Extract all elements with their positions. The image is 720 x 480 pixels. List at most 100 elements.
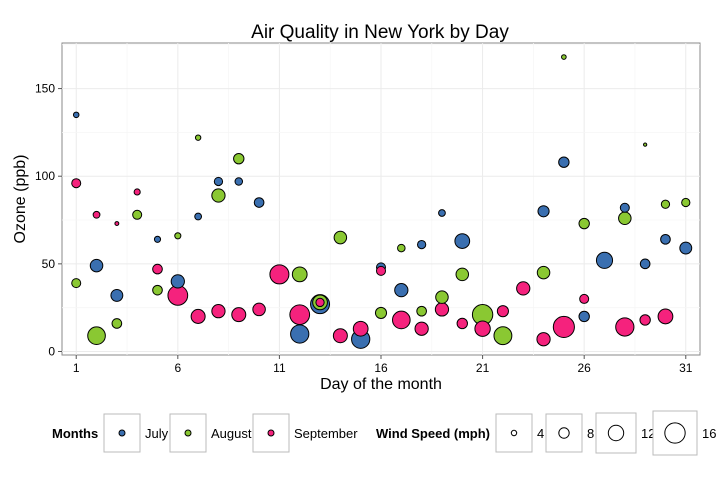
legend-label-wind-8: 8 — [587, 426, 594, 441]
legend-key-wind-12 — [607, 424, 625, 442]
data-point-august — [681, 197, 691, 208]
data-point-september — [92, 210, 101, 219]
data-point-august — [333, 230, 348, 245]
legend-label-wind-4: 4 — [537, 426, 544, 441]
data-point-august — [618, 211, 632, 226]
data-point-september — [252, 302, 266, 317]
data-point-august — [561, 54, 567, 60]
data-point-august — [455, 267, 470, 282]
data-point-september — [414, 321, 429, 336]
data-point-september — [211, 304, 226, 319]
data-point-august — [87, 326, 106, 346]
data-point-september — [536, 332, 551, 347]
legend-label-wind-16: 16 — [702, 426, 716, 441]
data-point-august — [435, 290, 449, 304]
legend-months-title: Months — [52, 426, 98, 441]
data-point-september — [657, 308, 674, 325]
data-point-july — [558, 156, 570, 168]
data-point-september — [269, 264, 290, 285]
data-point-august — [660, 199, 671, 209]
data-point-september — [71, 178, 82, 189]
data-point-august — [291, 266, 308, 283]
data-point-august — [152, 284, 163, 296]
data-point-july — [89, 258, 104, 273]
data-point-july — [170, 274, 185, 289]
data-points — [71, 54, 693, 349]
data-point-july — [290, 324, 310, 344]
data-point-september — [552, 315, 575, 339]
y-tick-label: 0 — [48, 344, 55, 358]
data-point-july — [578, 310, 590, 323]
data-point-august — [416, 305, 427, 317]
data-point-august — [111, 318, 123, 329]
data-point-august — [233, 152, 245, 165]
data-point-september — [639, 314, 651, 326]
legend-key-wind-16 — [664, 422, 686, 444]
legend-wind-items: 4 8 12 16 — [495, 410, 716, 456]
data-point-july — [537, 205, 550, 218]
data-point-september — [496, 305, 509, 318]
data-point-august — [374, 306, 388, 319]
data-point-september — [231, 307, 247, 323]
x-axis: 1 6 11 16 21 26 31 — [73, 355, 693, 375]
data-point-july — [194, 212, 203, 221]
chart-title: Air Quality in New York by Day — [251, 22, 509, 43]
x-tick-label: 21 — [476, 361, 490, 375]
data-point-september — [152, 263, 163, 275]
data-point-september — [615, 317, 635, 337]
data-point-september — [392, 310, 411, 330]
data-point-august — [71, 278, 82, 289]
data-point-september — [375, 265, 387, 276]
data-point-august — [174, 232, 182, 240]
data-point-august — [397, 243, 406, 253]
data-point-september — [474, 320, 491, 337]
x-axis-label: Day of the month — [320, 376, 442, 393]
data-point-september — [516, 281, 531, 296]
x-tick-label: 6 — [174, 361, 181, 375]
data-point-september — [456, 317, 468, 330]
x-tick-label: 26 — [578, 361, 592, 375]
legend-key-wind-8 — [558, 427, 570, 439]
data-point-august — [536, 265, 551, 280]
x-tick-label: 31 — [679, 361, 693, 375]
data-point-july — [153, 235, 162, 243]
data-point-september — [434, 302, 450, 317]
data-point-september — [133, 188, 141, 196]
data-point-july — [417, 239, 427, 250]
data-point-august — [578, 217, 590, 230]
data-point-july — [234, 177, 244, 186]
data-point-july — [660, 233, 671, 245]
data-point-august — [493, 326, 513, 346]
legend-key-september — [267, 429, 275, 437]
data-point-september — [579, 293, 590, 304]
data-point-september — [289, 304, 311, 326]
data-point-july — [110, 288, 124, 302]
legend-months-items: July August September — [103, 413, 358, 453]
data-point-july — [253, 197, 265, 208]
data-point-july — [438, 209, 446, 217]
data-point-september — [190, 308, 206, 324]
legend-key-wind-4 — [510, 429, 518, 437]
legend-label-september: September — [294, 426, 358, 441]
data-point-july — [72, 111, 80, 119]
data-point-july — [639, 258, 651, 270]
y-tick-label: 150 — [35, 82, 55, 96]
data-point-august — [194, 134, 202, 141]
legend-wind-title: Wind Speed (mph) — [376, 426, 490, 441]
data-point-july — [619, 202, 630, 213]
data-point-september — [352, 320, 369, 337]
legend-key-july — [118, 429, 126, 437]
y-axis-label: Ozone (ppb) — [12, 155, 29, 244]
legend-key-august — [184, 429, 192, 437]
y-tick-label: 100 — [35, 169, 55, 183]
x-tick-label: 1 — [73, 361, 80, 375]
data-point-august — [132, 209, 143, 220]
data-point-july — [213, 176, 224, 187]
data-point-september — [114, 221, 120, 226]
x-tick-label: 16 — [374, 361, 388, 375]
legend-label-july: July — [145, 426, 169, 441]
data-point-september — [315, 297, 325, 308]
legend-label-wind-12: 12 — [641, 426, 655, 441]
legend-label-august: August — [211, 426, 252, 441]
